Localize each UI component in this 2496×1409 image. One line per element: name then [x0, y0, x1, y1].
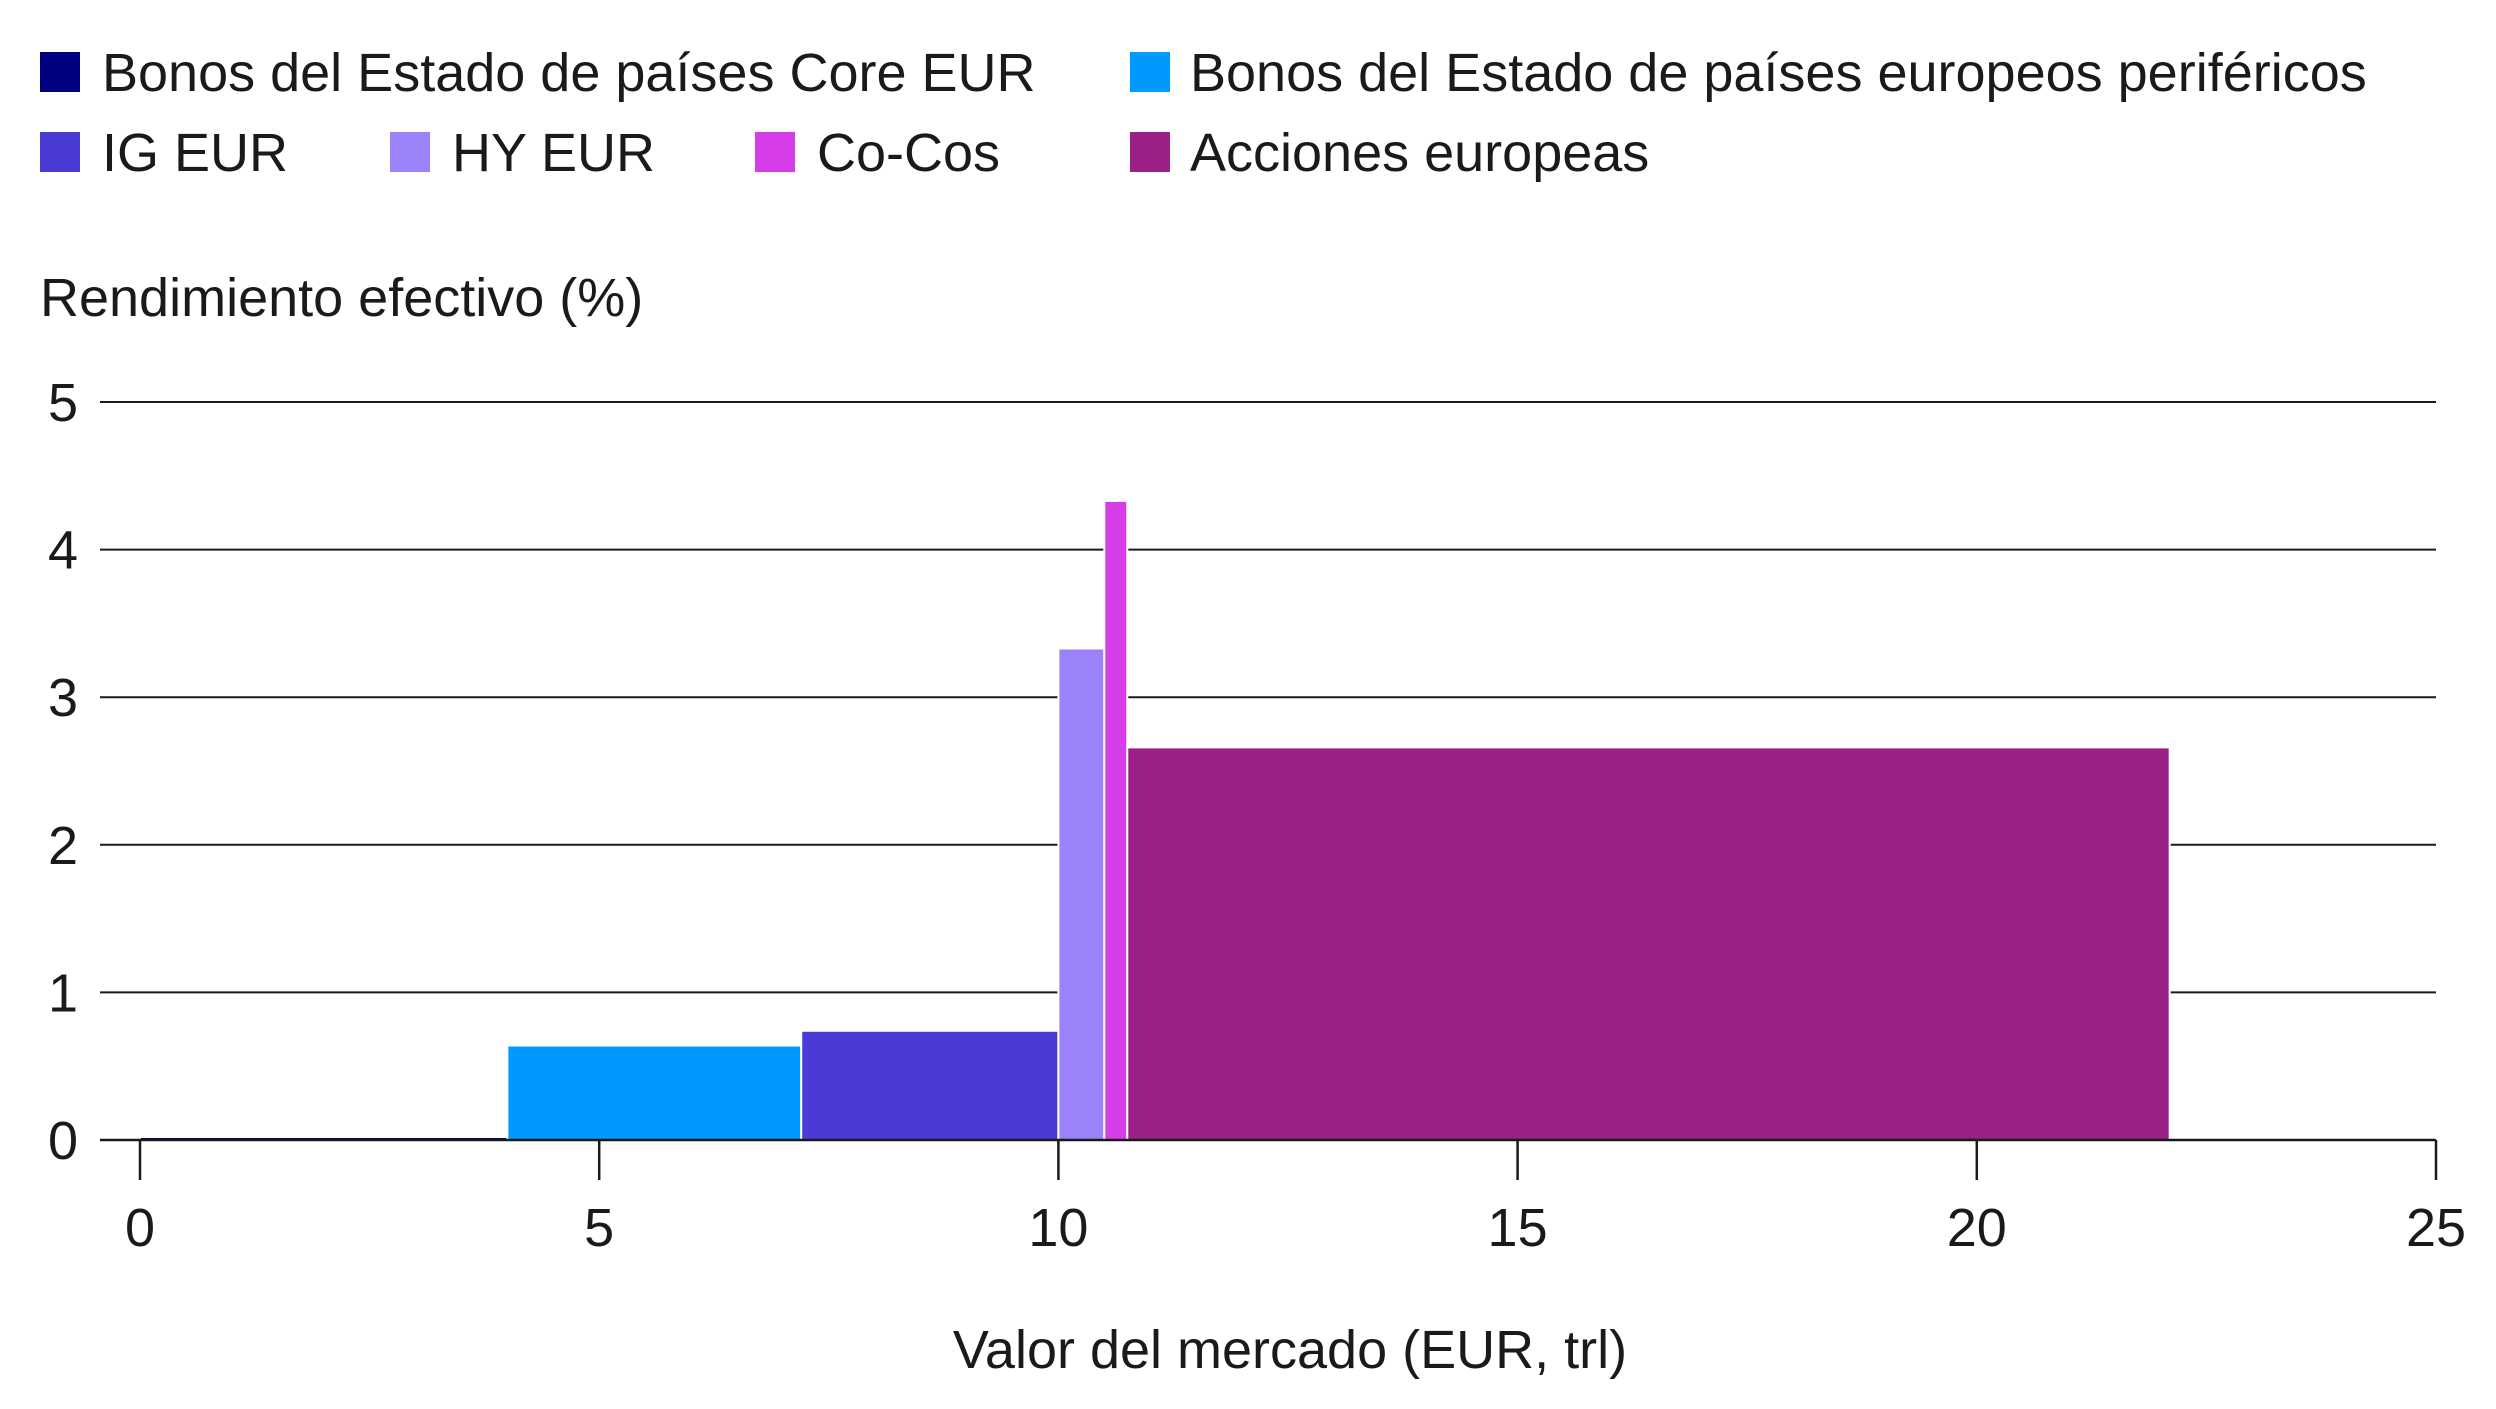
bar — [800, 1029, 1060, 1141]
legend-swatch — [755, 132, 795, 172]
legend-swatch — [1130, 52, 1170, 92]
y-tick-label: 5 — [48, 373, 78, 433]
legend-swatch — [40, 132, 80, 172]
x-tick-label: 20 — [1947, 1198, 2007, 1258]
legend-label: Bonos del Estado de países Core EUR — [102, 43, 1036, 103]
x-axis: 0 5 10 15 20 25 — [100, 1138, 2466, 1258]
y-tick-label: 1 — [48, 963, 78, 1023]
y-tick-label: 2 — [48, 816, 78, 876]
y-tick-label: 4 — [48, 521, 78, 581]
x-tick-label: 10 — [1028, 1198, 1088, 1258]
legend-label: Bonos del Estado de países europeos peri… — [1190, 43, 2367, 103]
y-tick-label: 3 — [48, 668, 78, 728]
legend-label: Co-Cos — [817, 123, 1000, 183]
legend-swatch — [1130, 132, 1170, 172]
y-axis-title: Rendimiento efectivo (%) — [40, 268, 643, 328]
y-axis: 0 1 2 3 4 5 — [48, 373, 78, 1171]
bar — [1057, 647, 1106, 1141]
bar — [506, 1044, 803, 1142]
x-tick-label: 15 — [1488, 1198, 1548, 1258]
bars — [139, 499, 2171, 1142]
legend-swatch — [390, 132, 430, 172]
legend-label: Acciones europeas — [1190, 123, 1649, 183]
legend-label: HY EUR — [452, 123, 655, 183]
y-tick-label: 0 — [48, 1111, 78, 1171]
legend: Bonos del Estado de países Core EUR Bonos… — [40, 43, 2367, 183]
x-axis-title: Valor del mercado (EUR, trl) — [953, 1320, 1627, 1380]
bar — [1126, 746, 2171, 1141]
x-tick-label: 25 — [2406, 1198, 2466, 1258]
legend-swatch — [40, 52, 80, 92]
legend-label: IG EUR — [102, 123, 288, 183]
x-tick-label: 0 — [125, 1198, 155, 1258]
x-tick-label: 5 — [584, 1198, 614, 1258]
bar — [1103, 499, 1129, 1141]
